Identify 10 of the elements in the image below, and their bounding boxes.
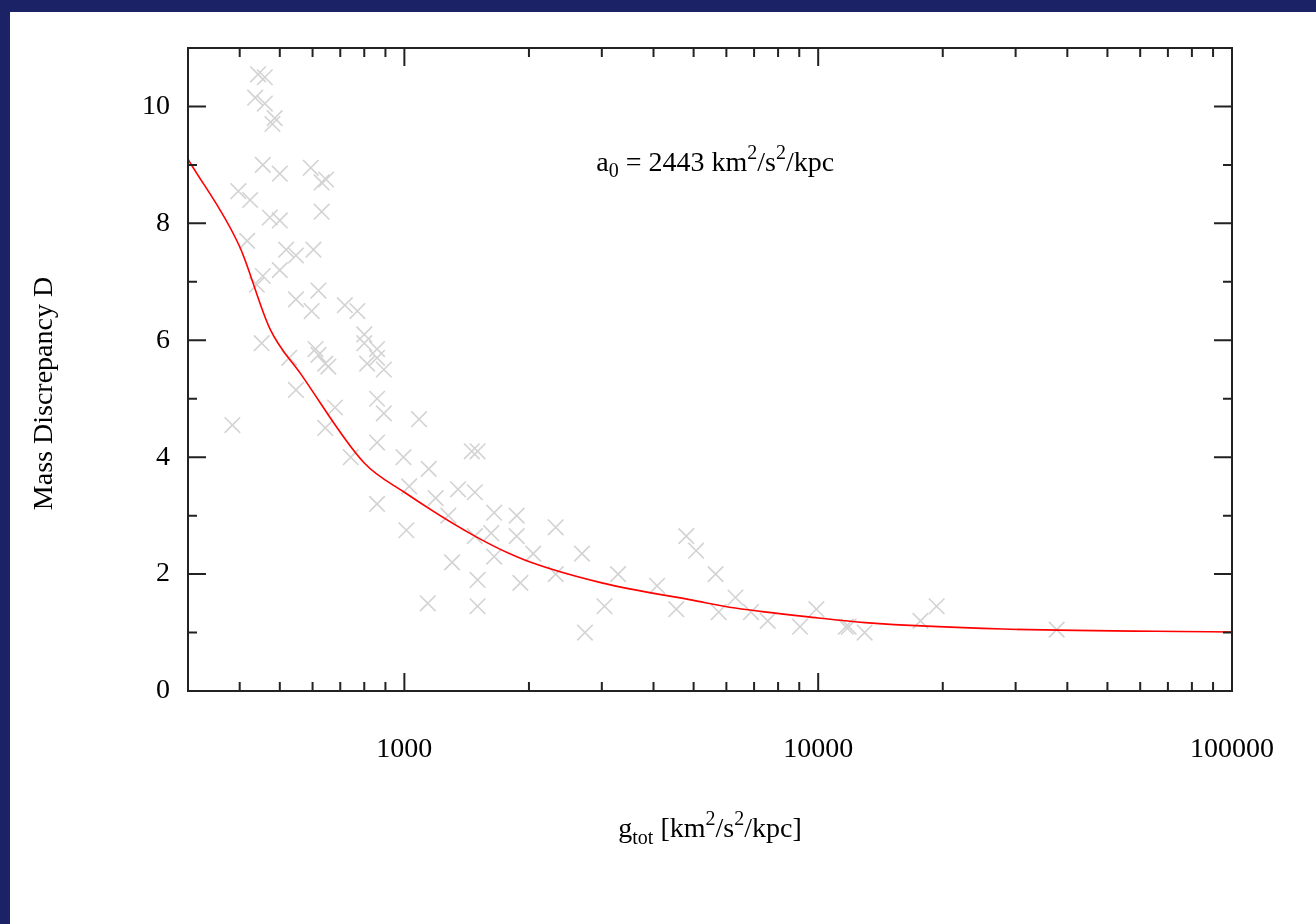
y-tick-label: 10 <box>142 88 170 120</box>
y-tick-label: 0 <box>156 673 170 705</box>
y-axis-title: Mass Discrepancy D <box>27 276 59 511</box>
x-tick-label: 1000 <box>376 732 433 764</box>
y-tick-label: 4 <box>156 439 170 471</box>
x-tick-label: 10000 <box>783 732 854 764</box>
y-tick-label: 8 <box>156 205 170 237</box>
y-tick-label: 6 <box>156 322 170 354</box>
x-tick-label: 100000 <box>1190 732 1274 764</box>
y-tick-label: 2 <box>156 556 170 588</box>
